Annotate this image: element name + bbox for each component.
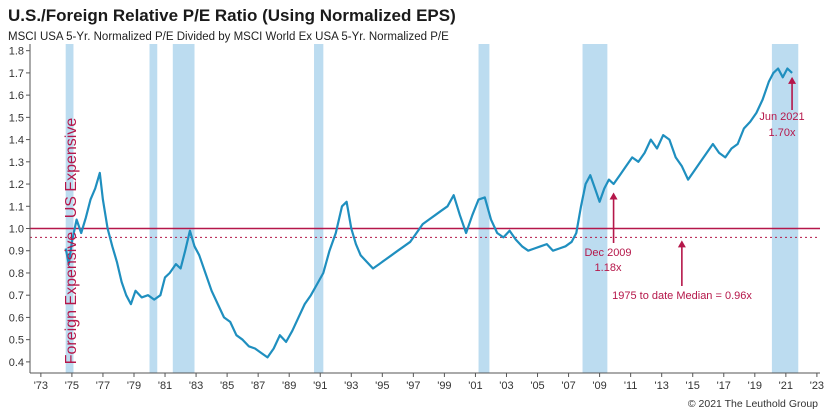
y-tick-label: 1.5 — [9, 112, 24, 124]
arrow-median-head — [677, 240, 686, 248]
x-tick-label: '03 — [499, 380, 513, 392]
y-tick-label: 1.3 — [9, 157, 24, 169]
x-tick-label: '93 — [344, 380, 358, 392]
x-tick-label: '73 — [34, 380, 48, 392]
x-tick-label: '13 — [655, 380, 669, 392]
annotation-jun-2021-label: Jun 2021 — [759, 111, 804, 123]
axes-group — [29, 44, 820, 374]
chart-subtitle: MSCI USA 5-Yr. Normalized P/E Divided by… — [8, 31, 449, 43]
x-tick-label: '83 — [189, 380, 203, 392]
recession-band-0 — [65, 44, 74, 373]
annotation-dec-2009-value: 1.18x — [595, 262, 622, 274]
x-tick-label: '17 — [717, 380, 731, 392]
x-tick-label: '11 — [624, 380, 638, 392]
series-line-0 — [64, 67, 793, 359]
x-tick-label: '15 — [686, 380, 700, 392]
arrow-jun-2021-head — [788, 76, 797, 84]
y-tick-label: 0.8 — [9, 268, 24, 280]
y-tick-label: 1.1 — [9, 201, 24, 213]
x-tick-label: '07 — [561, 380, 575, 392]
y-tick-label: 1.2 — [9, 179, 24, 191]
y-tick-label: 0.4 — [9, 357, 24, 369]
x-tick-label: '21 — [779, 380, 793, 392]
x-ticks-group: '73 '75 '77 '79 '81 '83 '85 '87 '89 '91 '93 '95 '97 '… — [34, 373, 824, 392]
side-label-lower: Foreign Expensive — [63, 232, 80, 365]
recession-shading-group — [65, 44, 799, 373]
recession-band-2 — [172, 44, 195, 373]
x-tick-label: '97 — [406, 380, 420, 392]
recession-band-3 — [314, 44, 324, 373]
chart-title: U.S./Foreign Relative P/E Ratio (Using N… — [8, 6, 456, 25]
x-tick-label: '77 — [96, 380, 110, 392]
x-tick-label: '23 — [810, 380, 824, 392]
x-tick-label: '89 — [282, 380, 296, 392]
y-tick-label: 0.9 — [9, 246, 24, 258]
reference-lines-group — [30, 227, 820, 238]
annotation-dec-2009-label: Dec 2009 — [584, 247, 631, 259]
x-tick-label: '95 — [375, 380, 389, 392]
y-tick-label: 1.8 — [9, 46, 24, 58]
recession-band-1 — [149, 44, 158, 373]
y-ticks-group: 0.4 0.5 0.6 0.7 0.8 0.9 1.0 1.1 1.2 1.3 1.4 1.5 1.6 1… — [9, 46, 30, 369]
x-tick-label: '81 — [158, 380, 172, 392]
x-tick-label: '09 — [592, 380, 606, 392]
y-tick-label: 1.6 — [9, 90, 24, 102]
annotation-median-label: 1975 to date Median = 0.96x — [612, 290, 752, 302]
x-tick-label: '85 — [220, 380, 234, 392]
recession-band-5 — [582, 44, 608, 373]
x-tick-label: '91 — [313, 380, 327, 392]
x-tick-label: '01 — [468, 380, 482, 392]
x-tick-label: '79 — [127, 380, 141, 392]
recession-band-4 — [478, 44, 490, 373]
y-tick-label: 0.7 — [9, 290, 24, 302]
x-tick-label: '05 — [530, 380, 544, 392]
side-label-upper: US Expensive — [63, 118, 80, 219]
annotations-group: US Expensive Foreign Expensive Dec 2009 … — [63, 76, 805, 365]
x-tick-label: '19 — [748, 380, 762, 392]
recession-band-6 — [771, 44, 799, 373]
y-tick-label: 0.5 — [9, 335, 24, 347]
y-tick-label: 1.0 — [9, 224, 24, 236]
copyright-text: © 2021 The Leuthold Group — [687, 398, 818, 410]
x-tick-label: '99 — [437, 380, 451, 392]
y-tick-label: 1.7 — [9, 68, 24, 80]
y-tick-label: 0.6 — [9, 312, 24, 324]
arrow-dec-2009-head — [609, 192, 618, 200]
x-tick-label: '75 — [65, 380, 79, 392]
y-tick-label: 1.4 — [9, 135, 24, 147]
x-tick-label: '87 — [251, 380, 265, 392]
annotation-jun-2021-value: 1.70x — [769, 127, 796, 139]
series-group — [64, 67, 793, 359]
